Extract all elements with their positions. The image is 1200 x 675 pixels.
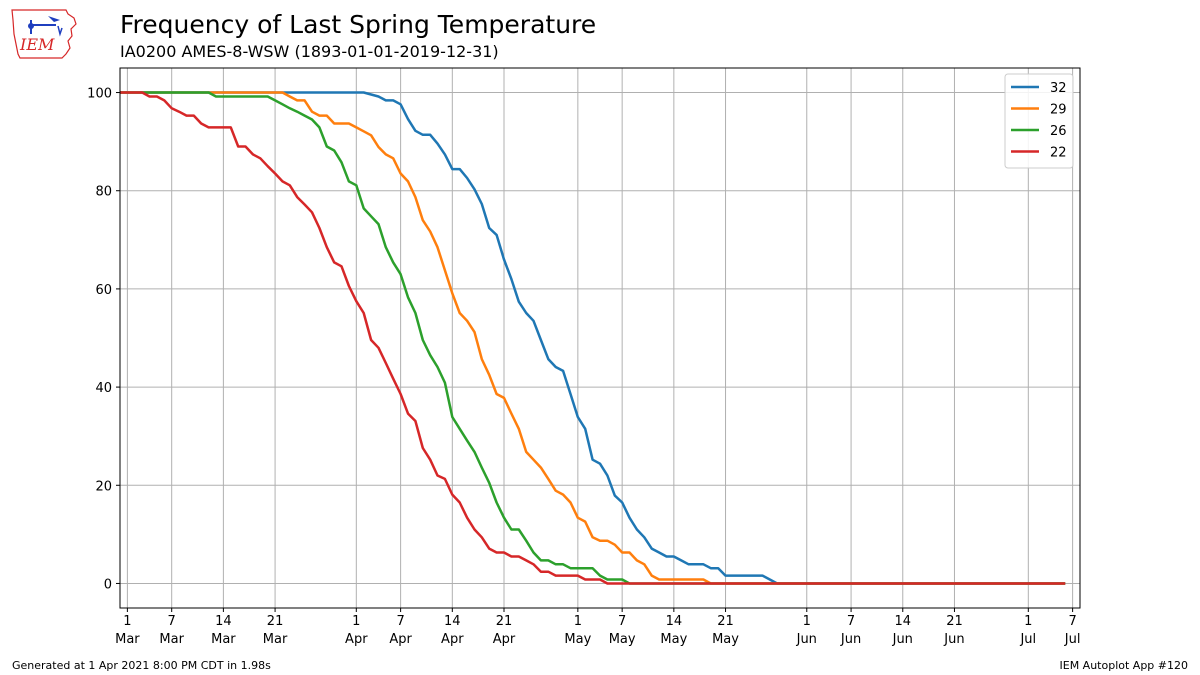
station-arm-icon bbox=[30, 24, 56, 26]
x-tick-label-month: May bbox=[660, 632, 687, 647]
x-tick-label-day: 21 bbox=[496, 614, 513, 629]
legend-box bbox=[1004, 73, 1074, 169]
x-tick-label-day: 14 bbox=[215, 614, 232, 629]
chart-title: Frequency of Last Spring Temperature bbox=[120, 10, 597, 39]
series-line-32 bbox=[120, 91, 1066, 585]
x-tick-label-day: 1 bbox=[352, 614, 360, 629]
grid-lines bbox=[120, 68, 1080, 608]
x-tick-label-month: May bbox=[564, 632, 591, 647]
x-tick-label-day: 1 bbox=[1024, 614, 1032, 629]
x-tick-label-month: Mar bbox=[115, 632, 140, 647]
footer-app: IEM Autoplot App #120 bbox=[1059, 659, 1189, 672]
anemometer-icon bbox=[57, 25, 63, 37]
x-tick-label-month: Mar bbox=[211, 632, 236, 647]
y-tick-label: 80 bbox=[95, 185, 112, 200]
logo-text: IEM bbox=[19, 35, 55, 54]
x-tick-label-day: 21 bbox=[717, 614, 734, 629]
legend: 32 29 26 22 bbox=[1004, 73, 1074, 169]
station-sensor-icon bbox=[28, 23, 34, 29]
x-tick-label-day: 7 bbox=[1068, 614, 1076, 629]
y-tick-label: 100 bbox=[87, 87, 112, 102]
x-tick-label-month: Apr bbox=[389, 632, 412, 647]
x-tick-label-day: 14 bbox=[444, 614, 461, 629]
chart-subtitle: IA0200 AMES-8-WSW (1893-01-01-2019-12-31… bbox=[120, 42, 499, 61]
x-tick-label-day: 14 bbox=[666, 614, 683, 629]
legend-label-29: 29 bbox=[1050, 103, 1067, 118]
wind-vane-icon bbox=[48, 16, 60, 22]
y-tick-label: 60 bbox=[95, 283, 112, 298]
y-tick-label: 0 bbox=[104, 577, 112, 592]
legend-label-26: 26 bbox=[1050, 124, 1067, 139]
series-lines bbox=[120, 91, 1066, 585]
legend-label-32: 32 bbox=[1050, 81, 1067, 96]
x-tick-label-month: Jul bbox=[1064, 632, 1081, 647]
x-tick-label-month: Mar bbox=[263, 632, 288, 647]
plot-frame bbox=[119, 67, 1081, 609]
x-tick-label-month: May bbox=[712, 632, 739, 647]
x-tick-label-month: May bbox=[609, 632, 636, 647]
x-tick-label-month: Apr bbox=[441, 632, 464, 647]
x-tick-label-day: 7 bbox=[396, 614, 404, 629]
x-tick-label-day: 7 bbox=[847, 614, 855, 629]
legend-label-22: 22 bbox=[1050, 146, 1067, 161]
y-tick-label: 20 bbox=[95, 479, 112, 494]
x-tick-label-day: 1 bbox=[574, 614, 582, 629]
x-tick-label-day: 7 bbox=[168, 614, 176, 629]
x-tick-label-day: 21 bbox=[267, 614, 284, 629]
y-axis: 0 20 40 60 80 100 bbox=[87, 87, 120, 592]
x-tick-label-month: Apr bbox=[345, 632, 368, 647]
series-line-26 bbox=[120, 91, 1066, 585]
iowa-outline-icon bbox=[11, 9, 77, 59]
x-tick-label-month: Mar bbox=[159, 632, 184, 647]
x-tick-label-month: Jun bbox=[796, 632, 817, 647]
x-tick-label-month: Jun bbox=[943, 632, 964, 647]
x-tick-label-month: Jun bbox=[892, 632, 913, 647]
iem-logo: IEM bbox=[11, 9, 77, 59]
series-line-29 bbox=[120, 91, 1066, 585]
x-tick-label-month: Apr bbox=[493, 632, 516, 647]
x-tick-label-day: 1 bbox=[803, 614, 811, 629]
line-chart: 1 Mar 7 Mar 14 Mar 21 Mar 1 Apr 7 Apr 14 Apr 21 Apr 1 May… bbox=[87, 67, 1081, 647]
x-axis: 1 Mar 7 Mar 14 Mar 21 Mar 1 Apr 7 Apr 14 Apr 21 Apr 1 May… bbox=[115, 608, 1080, 647]
x-tick-label-month: Jul bbox=[1019, 632, 1036, 647]
series-line-22 bbox=[120, 91, 1066, 585]
y-tick-label: 40 bbox=[95, 381, 112, 396]
footer-generated: Generated at 1 Apr 2021 8:00 PM CDT in 1… bbox=[12, 659, 271, 672]
x-tick-label-month: Jun bbox=[840, 632, 861, 647]
x-tick-label-day: 21 bbox=[946, 614, 963, 629]
x-tick-label-day: 14 bbox=[894, 614, 911, 629]
x-tick-label-day: 7 bbox=[618, 614, 626, 629]
x-tick-label-day: 1 bbox=[123, 614, 131, 629]
